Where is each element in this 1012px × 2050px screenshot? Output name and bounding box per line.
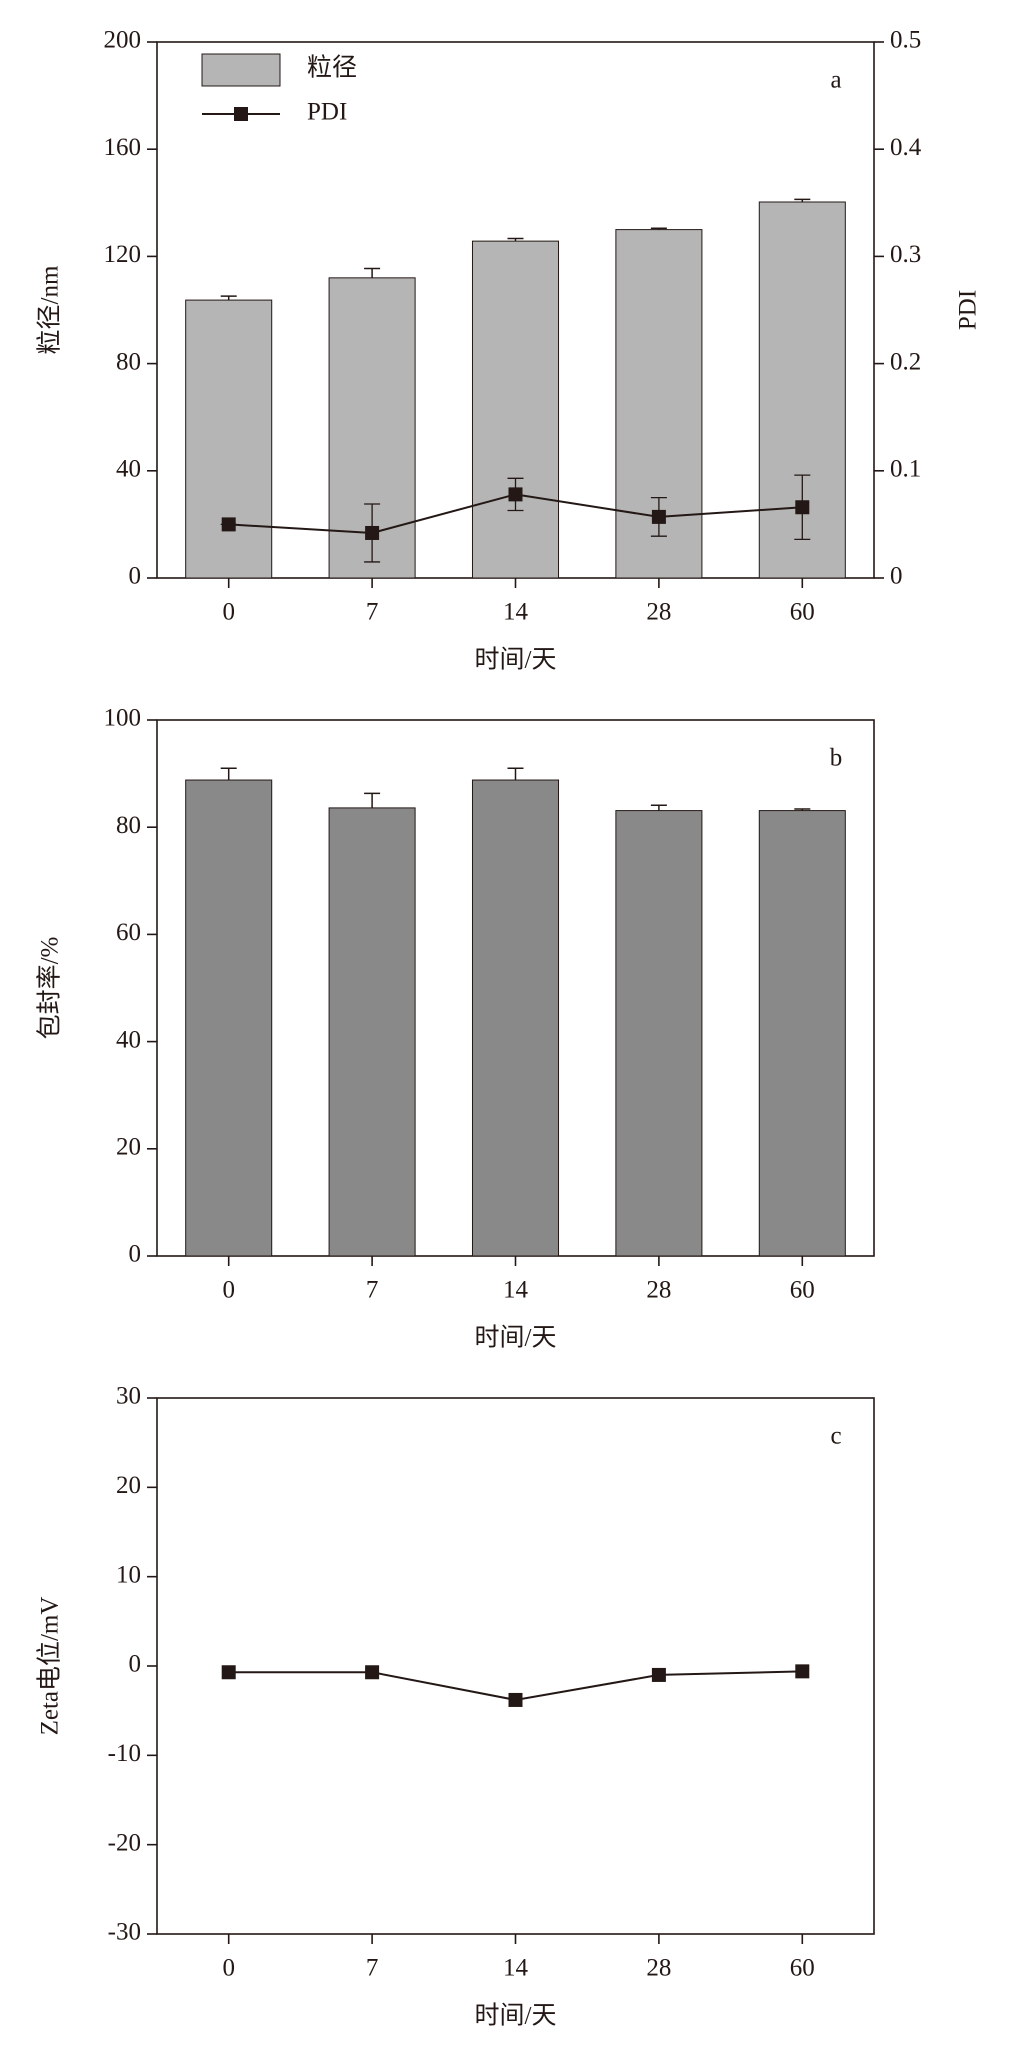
y-tick-label: 40 [116, 1026, 141, 1053]
bar [471, 240, 560, 579]
y2-tick-label: 0.3 [890, 241, 921, 268]
y-tick-label: -30 [108, 1919, 141, 1946]
marker [508, 1692, 523, 1707]
x-tick-label: 7 [366, 1277, 379, 1304]
marker [795, 1664, 810, 1679]
y-axis-label: 包封率/% [36, 937, 64, 1040]
marker [365, 525, 380, 540]
panel-label: c [830, 1423, 841, 1450]
bar [615, 810, 703, 1257]
y-tick-label: -20 [108, 1829, 141, 1856]
y-tick-label: 200 [104, 27, 142, 54]
marker [221, 517, 236, 532]
y2-tick-label: 0.1 [890, 456, 921, 483]
y-tick-label: 80 [116, 812, 141, 839]
x-axis-label: 时间/天 [475, 2002, 557, 2030]
y-tick-label: 0 [129, 563, 142, 590]
y-tick-label: -10 [108, 1740, 141, 1767]
y-tick-label: 20 [116, 1472, 141, 1499]
y-tick-label: 120 [104, 241, 142, 268]
marker [508, 487, 523, 502]
plot-frame [156, 1397, 875, 1935]
error-bar [650, 804, 667, 811]
y-tick-label: 10 [116, 1561, 141, 1588]
x-tick-label: 0 [222, 1277, 235, 1304]
y-tick-label: 80 [116, 348, 141, 375]
bar [185, 779, 273, 1257]
x-tick-label: 60 [790, 1955, 815, 1982]
y2-tick-label: 0.5 [890, 27, 921, 54]
panel-label: b [830, 745, 843, 772]
legend-label: 粒径 [307, 54, 357, 82]
error-bar [220, 767, 237, 781]
bar [328, 807, 416, 1257]
x-tick-label: 0 [222, 599, 235, 626]
marker [365, 1665, 380, 1680]
x-tick-label: 0 [222, 1955, 235, 1982]
marker [651, 509, 666, 524]
panel-label: a [830, 67, 841, 94]
y-tick-label: 40 [116, 456, 141, 483]
marker [651, 1667, 666, 1682]
marker [221, 1665, 236, 1680]
y-axis-label: Zeta电位/mV [36, 1597, 64, 1736]
x-tick-label: 28 [646, 1955, 671, 1982]
y2-tick-label: 0.4 [890, 134, 922, 161]
bar [471, 779, 560, 1257]
y-tick-label: 160 [104, 134, 142, 161]
x-tick-label: 7 [366, 1955, 379, 1982]
y-tick-label: 0 [129, 1651, 142, 1678]
y2-tick-label: 0 [890, 563, 903, 590]
x-axis-label: 时间/天 [475, 1324, 557, 1352]
y-tick-label: 60 [116, 919, 141, 946]
y-tick-label: 0 [129, 1241, 142, 1268]
x-tick-label: 7 [366, 599, 379, 626]
y-axis-label: 粒径/nm [36, 265, 64, 354]
y-tick-label: 20 [116, 1134, 141, 1161]
bar [758, 810, 846, 1257]
error-bar [364, 792, 381, 808]
x-tick-label: 14 [503, 599, 529, 626]
error-bar [507, 767, 524, 781]
x-tick-label: 28 [646, 599, 671, 626]
x-tick-label: 60 [790, 599, 815, 626]
x-tick-label: 60 [790, 1277, 815, 1304]
legend-marker [234, 107, 248, 121]
legend-label: PDI [307, 99, 347, 126]
y2-tick-label: 0.2 [890, 348, 921, 375]
x-tick-label: 14 [503, 1277, 529, 1304]
y2-axis-label: PDI [955, 290, 982, 330]
bar [185, 299, 273, 579]
legend-swatch [201, 53, 281, 87]
x-tick-label: 28 [646, 1277, 671, 1304]
x-tick-label: 14 [503, 1955, 529, 1982]
error-bar [220, 295, 237, 301]
y-tick-label: 100 [104, 705, 142, 732]
y-tick-label: 30 [116, 1383, 141, 1410]
x-axis-label: 时间/天 [475, 646, 557, 674]
marker [795, 500, 810, 515]
error-bar [364, 267, 381, 278]
